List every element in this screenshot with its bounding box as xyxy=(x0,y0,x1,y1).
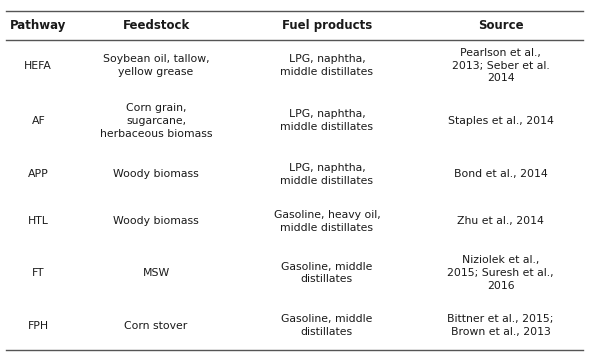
Text: Gasoline, middle
distillates: Gasoline, middle distillates xyxy=(281,262,373,284)
Text: Pathway: Pathway xyxy=(10,19,67,32)
Text: LPG, naphtha,
middle distillates: LPG, naphtha, middle distillates xyxy=(280,109,373,132)
Text: HEFA: HEFA xyxy=(24,61,52,71)
Text: Source: Source xyxy=(478,19,524,32)
Text: Woody biomass: Woody biomass xyxy=(113,216,199,226)
Text: Fuel products: Fuel products xyxy=(282,19,372,32)
Text: Pearlson et al.,
2013; Seber et al.
2014: Pearlson et al., 2013; Seber et al. 2014 xyxy=(452,48,550,84)
Text: Zhu et al., 2014: Zhu et al., 2014 xyxy=(457,216,544,226)
Text: LPG, naphtha,
middle distillates: LPG, naphtha, middle distillates xyxy=(280,163,373,186)
Text: FT: FT xyxy=(32,268,45,278)
Text: MSW: MSW xyxy=(143,268,170,278)
Text: Bond et al., 2014: Bond et al., 2014 xyxy=(454,169,548,179)
Text: AF: AF xyxy=(31,116,45,126)
Text: Woody biomass: Woody biomass xyxy=(113,169,199,179)
Text: Feedstock: Feedstock xyxy=(123,19,190,32)
Text: Soybean oil, tallow,
yellow grease: Soybean oil, tallow, yellow grease xyxy=(102,54,210,77)
Text: Gasoline, heavy oil,
middle distillates: Gasoline, heavy oil, middle distillates xyxy=(273,210,380,233)
Text: Gasoline, middle
distillates: Gasoline, middle distillates xyxy=(281,314,373,337)
Text: Niziolek et al.,
2015; Suresh et al.,
2016: Niziolek et al., 2015; Suresh et al., 20… xyxy=(447,255,554,291)
Text: Staples et al., 2014: Staples et al., 2014 xyxy=(448,116,554,126)
Text: Corn stover: Corn stover xyxy=(124,320,188,331)
Text: HTL: HTL xyxy=(28,216,49,226)
Text: FPH: FPH xyxy=(28,320,49,331)
Text: LPG, naphtha,
middle distillates: LPG, naphtha, middle distillates xyxy=(280,54,373,77)
Text: APP: APP xyxy=(28,169,49,179)
Text: Corn grain,
sugarcane,
herbaceous biomass: Corn grain, sugarcane, herbaceous biomas… xyxy=(100,103,213,139)
Text: Bittner et al., 2015;
Brown et al., 2013: Bittner et al., 2015; Brown et al., 2013 xyxy=(448,314,554,337)
